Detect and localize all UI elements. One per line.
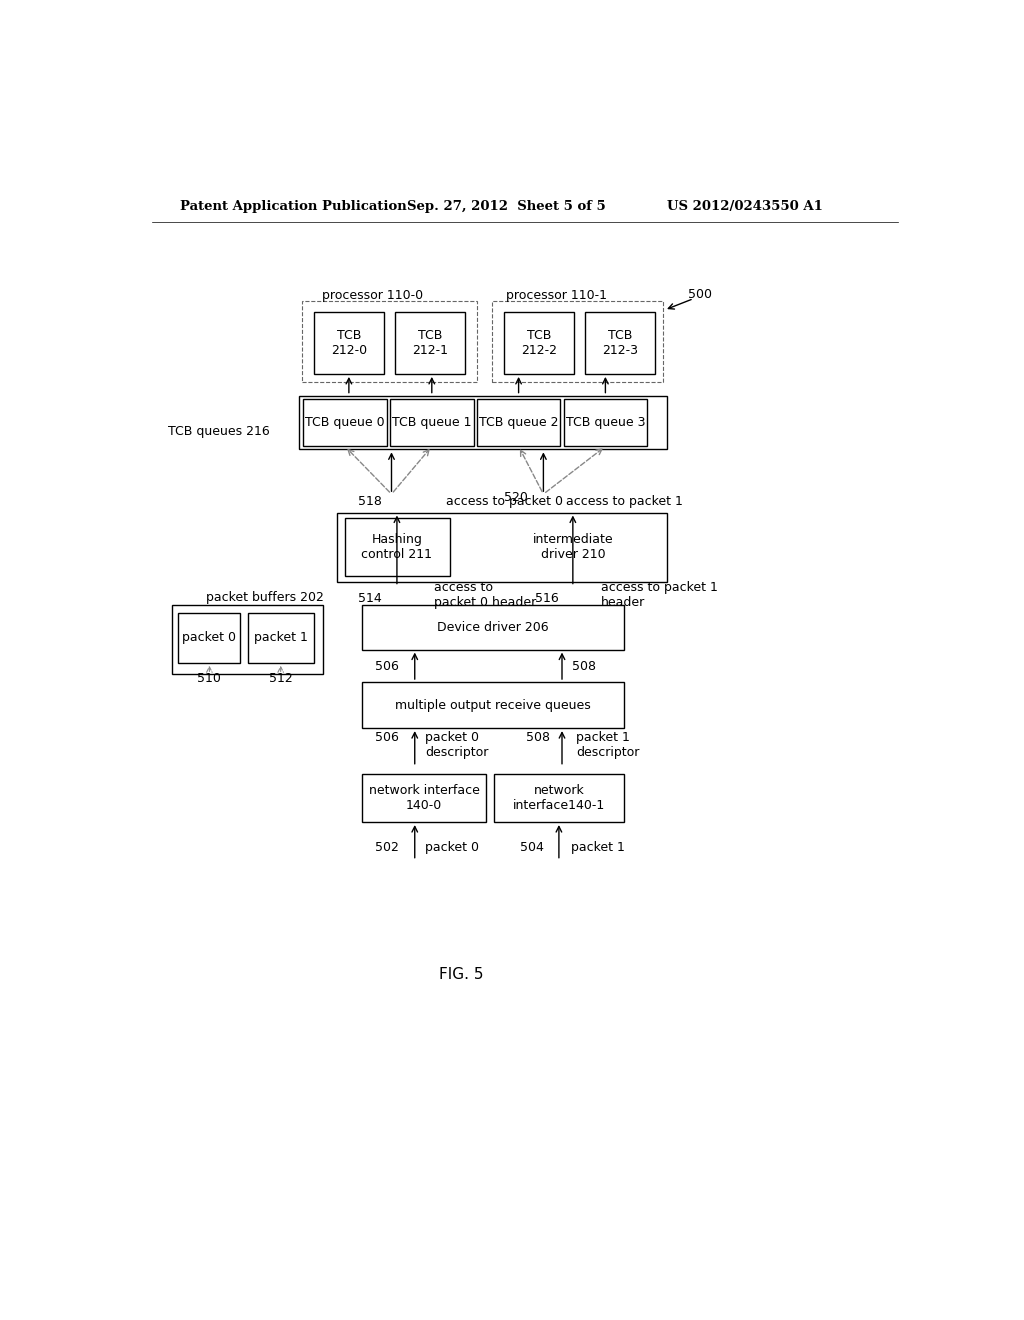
Text: packet 1: packet 1 <box>571 841 626 854</box>
Bar <box>395 313 465 374</box>
Text: packet 1
descriptor: packet 1 descriptor <box>575 731 639 759</box>
Text: access to packet 0: access to packet 0 <box>445 495 563 508</box>
Text: Hashing
control 211: Hashing control 211 <box>361 533 432 561</box>
Bar <box>302 301 477 381</box>
Text: TCB queues 216: TCB queues 216 <box>168 425 270 438</box>
Text: Patent Application Publication: Patent Application Publication <box>180 199 407 213</box>
Text: 512: 512 <box>268 672 293 685</box>
Text: packet 0
descriptor: packet 0 descriptor <box>425 731 488 759</box>
Text: 514: 514 <box>358 593 382 606</box>
Bar <box>477 399 560 446</box>
Text: network interface
140-0: network interface 140-0 <box>369 784 479 812</box>
Bar <box>337 512 667 582</box>
Bar <box>314 313 384 374</box>
Text: packet 1: packet 1 <box>254 631 307 644</box>
Bar <box>178 612 241 663</box>
Text: 508: 508 <box>572 660 596 673</box>
Text: 506: 506 <box>376 731 399 744</box>
Bar <box>362 775 486 822</box>
Text: 500: 500 <box>687 288 712 301</box>
Text: 510: 510 <box>198 672 221 685</box>
Bar <box>362 682 624 729</box>
Text: packet buffers 202: packet buffers 202 <box>206 591 324 603</box>
Bar <box>586 313 655 374</box>
Bar <box>299 396 667 449</box>
Text: 516: 516 <box>536 593 559 606</box>
Text: TCB queue 0: TCB queue 0 <box>305 416 385 429</box>
Bar <box>172 605 324 675</box>
Bar <box>362 605 624 649</box>
Bar <box>303 399 387 446</box>
Text: intermediate
driver 210: intermediate driver 210 <box>532 533 613 561</box>
Text: network
interface140-1: network interface140-1 <box>513 784 605 812</box>
Bar <box>493 301 663 381</box>
Bar <box>563 399 647 446</box>
Text: TCB queue 1: TCB queue 1 <box>392 416 471 429</box>
Text: TCB queue 2: TCB queue 2 <box>479 416 558 429</box>
Text: processor 110-0: processor 110-0 <box>322 289 423 302</box>
Text: 506: 506 <box>376 660 399 673</box>
Text: Sep. 27, 2012  Sheet 5 of 5: Sep. 27, 2012 Sheet 5 of 5 <box>407 199 606 213</box>
Bar <box>390 399 474 446</box>
Text: Device driver 206: Device driver 206 <box>437 620 549 634</box>
Bar <box>248 612 314 663</box>
Text: TCB
212-0: TCB 212-0 <box>331 329 367 358</box>
Text: TCB
212-3: TCB 212-3 <box>602 329 638 358</box>
Bar <box>504 313 573 374</box>
Bar <box>345 517 450 576</box>
Text: packet 0: packet 0 <box>182 631 237 644</box>
Text: US 2012/0243550 A1: US 2012/0243550 A1 <box>667 199 822 213</box>
Text: TCB
212-2: TCB 212-2 <box>521 329 557 358</box>
Bar <box>494 775 624 822</box>
Text: 520: 520 <box>504 491 528 504</box>
Text: 504: 504 <box>519 841 544 854</box>
Text: TCB queue 3: TCB queue 3 <box>565 416 645 429</box>
Text: 508: 508 <box>526 731 550 744</box>
Text: access to
packet 0 header: access to packet 0 header <box>434 581 537 609</box>
Text: access to packet 1
header: access to packet 1 header <box>601 581 718 609</box>
Text: FIG. 5: FIG. 5 <box>439 968 483 982</box>
Text: TCB
212-1: TCB 212-1 <box>413 329 449 358</box>
Text: 502: 502 <box>376 841 399 854</box>
Text: processor 110-1: processor 110-1 <box>506 289 607 302</box>
Text: multiple output receive queues: multiple output receive queues <box>395 698 591 711</box>
Text: access to packet 1: access to packet 1 <box>566 495 683 508</box>
Text: 518: 518 <box>358 495 382 508</box>
Text: packet 0: packet 0 <box>425 841 479 854</box>
